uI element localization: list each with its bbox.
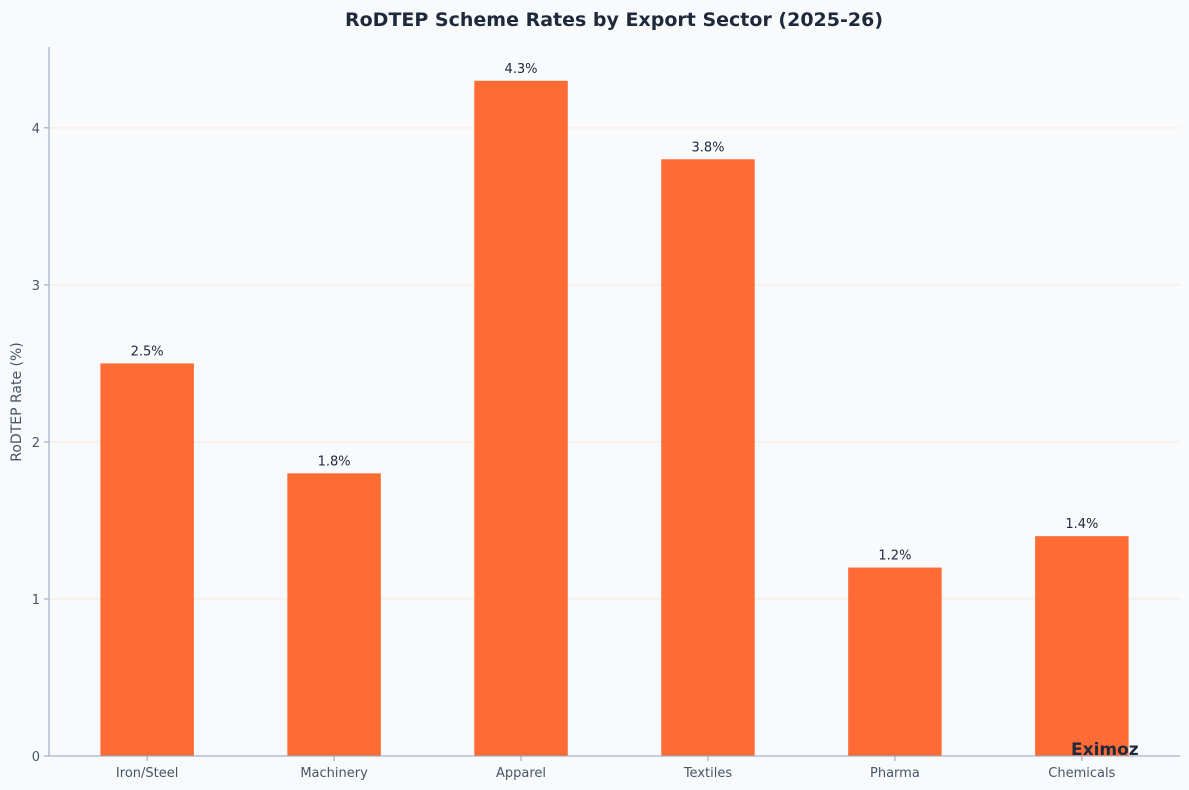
y-tick-label: 4 (32, 122, 40, 137)
bar-iron-steel (100, 363, 194, 756)
y-tick-label: 1 (32, 593, 40, 608)
data-label: 4.3% (505, 62, 538, 77)
bar-machinery (287, 473, 381, 756)
bar-pharma (848, 567, 942, 756)
data-label: 1.8% (318, 454, 351, 469)
x-tick-label: Chemicals (1048, 766, 1115, 781)
x-tick-label: Machinery (300, 766, 368, 781)
data-label: 2.5% (131, 344, 164, 359)
data-label: 1.4% (1065, 517, 1098, 532)
data-label: 1.2% (878, 549, 911, 564)
y-tick-label: 3 (32, 279, 40, 294)
x-tick-label: Textiles (683, 766, 733, 781)
x-tick-label: Apparel (496, 766, 546, 781)
bar-chemicals (1035, 536, 1129, 756)
bar-textiles (661, 159, 755, 757)
watermark-logo: Eximoz (1071, 740, 1139, 760)
y-tick-label: 2 (32, 436, 40, 451)
bar-apparel (474, 80, 568, 756)
x-tick-label: Pharma (870, 766, 920, 781)
y-tick-label: 0 (32, 750, 40, 765)
data-label: 3.8% (691, 140, 724, 155)
chart-title: RoDTEP Scheme Rates by Export Sector (20… (345, 9, 883, 31)
y-axis-label: RoDTEP Rate (%) (9, 342, 25, 462)
x-tick-label: Iron/Steel (116, 766, 178, 781)
